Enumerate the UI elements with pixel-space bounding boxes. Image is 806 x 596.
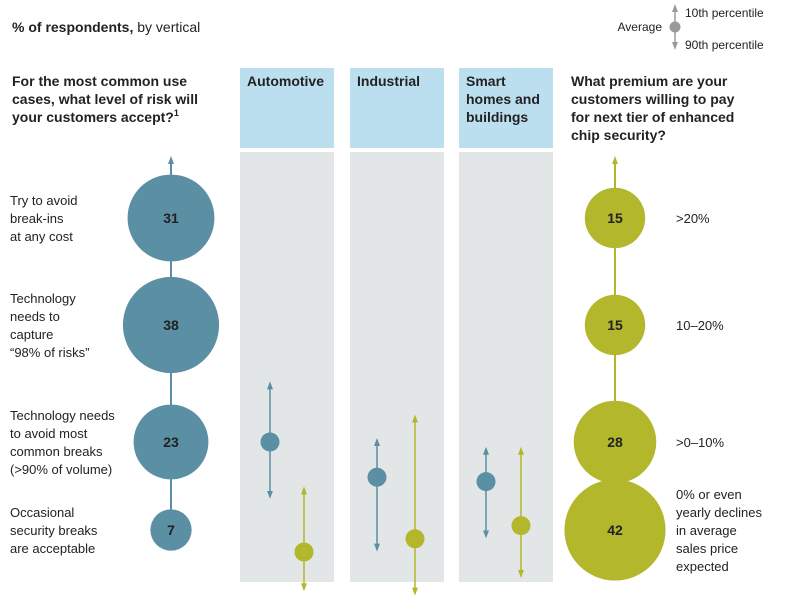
risk-label-line: break-ins — [10, 211, 64, 226]
risk-bubble — [122, 276, 220, 374]
left-question-footnote: 1 — [174, 108, 179, 118]
risk-label-line: Try to avoid — [10, 193, 77, 208]
risk-label-line: Technology — [10, 291, 76, 306]
risk-bubble-value: 7 — [167, 522, 175, 538]
risk-bubble — [127, 174, 215, 262]
premium-label-line: 10–20% — [676, 318, 724, 333]
risk-average-dot — [476, 472, 496, 492]
risk-label-line: Technology needs — [10, 408, 115, 423]
left-question-line: your customers accept?1 — [12, 108, 179, 125]
column-title-line: homes and — [466, 91, 540, 107]
column-body-bg — [350, 152, 444, 582]
risk-bubble-value: 23 — [163, 434, 179, 450]
premium-bubble-value: 15 — [607, 317, 623, 333]
risk-label-line: at any cost — [10, 229, 73, 244]
risk-label-line: common breaks — [10, 444, 103, 459]
legend-top-label: 10th percentile — [685, 6, 764, 20]
premium-label-line: expected — [676, 559, 729, 574]
chart-subtitle: % of respondents, by vertical — [12, 19, 200, 35]
legend-bottom-label: 90th percentile — [685, 38, 764, 52]
premium-bubble-value: 15 — [607, 210, 623, 226]
subtitle-rest: by vertical — [133, 19, 200, 35]
left-question-line: cases, what level of risk will — [12, 91, 198, 107]
column-body-bg — [240, 152, 334, 582]
premium-label-line: >0–10% — [676, 435, 725, 450]
legend-average-dot — [669, 21, 681, 33]
column-title-line: Automotive — [247, 73, 324, 89]
risk-label-line: Occasional — [10, 505, 74, 520]
risk-average-dot — [260, 432, 280, 452]
subtitle-bold: % of respondents, — [12, 19, 133, 35]
column-header-bg — [459, 68, 553, 148]
right-question-line: customers willing to pay — [571, 91, 735, 107]
column-title-line: Smart — [466, 73, 506, 89]
risk-label-line: are acceptable — [10, 541, 95, 556]
right-question: What premium are your customers willing t… — [571, 73, 735, 143]
premium-bubble-value: 42 — [607, 522, 623, 538]
risk-bubble-value: 31 — [163, 210, 179, 226]
right-question-line: What premium are your — [571, 73, 728, 89]
premium-bubble — [584, 294, 646, 356]
risk-label-line: needs to — [10, 309, 60, 324]
risk-bubble — [150, 509, 192, 551]
risk-label-line: security breaks — [10, 523, 98, 538]
premium-label-line: yearly declines — [676, 505, 762, 520]
left-question-line: For the most common use — [12, 73, 187, 89]
legend: Average 10th percentile 90th percentile — [618, 4, 764, 52]
premium-bubbles: 15 >20% 15 10–20% 28 >0–10% 42 0% or even yearly… — [564, 156, 762, 581]
premium-label-line: >20% — [676, 211, 710, 226]
premium-bubble — [564, 479, 666, 581]
left-question: For the most common use cases, what level… — [12, 73, 198, 125]
column-header-bg — [240, 68, 334, 148]
risk-label-line: (>90% of volume) — [10, 462, 112, 477]
premium-bubble — [584, 187, 646, 249]
risk-bubble — [133, 404, 209, 480]
premium-bubble-value: 28 — [607, 434, 623, 450]
risk-label-line: “98% of risks” — [10, 345, 89, 360]
column-header-bg — [350, 68, 444, 148]
premium-label-line: sales price — [676, 541, 738, 556]
premium-bubble — [573, 400, 657, 484]
premium-average-dot — [294, 542, 314, 562]
right-question-line: chip security? — [571, 127, 666, 143]
premium-average-dot — [511, 516, 531, 536]
vertical-columns: Automotive Industrial Smart homes and buildi… — [240, 68, 553, 582]
premium-label-line: in average — [676, 523, 737, 538]
column-body-bg — [459, 152, 553, 582]
risk-bubble-value: 38 — [163, 317, 179, 333]
premium-average-dot — [405, 529, 425, 549]
right-question-line: for next tier of enhanced — [571, 109, 734, 125]
legend-average-label: Average — [618, 20, 663, 34]
percentile-ranges — [260, 381, 531, 596]
risk-average-dot — [367, 467, 387, 487]
column-title-line: Industrial — [357, 73, 420, 89]
risk-label-line: capture — [10, 327, 53, 342]
risk-label-line: to avoid most — [10, 426, 88, 441]
column-title-line: buildings — [466, 109, 528, 125]
premium-label-line: 0% or even — [676, 487, 742, 502]
risk-bubbles: 31 Try to avoid break-ins at any cost 38 Tech… — [10, 156, 220, 556]
